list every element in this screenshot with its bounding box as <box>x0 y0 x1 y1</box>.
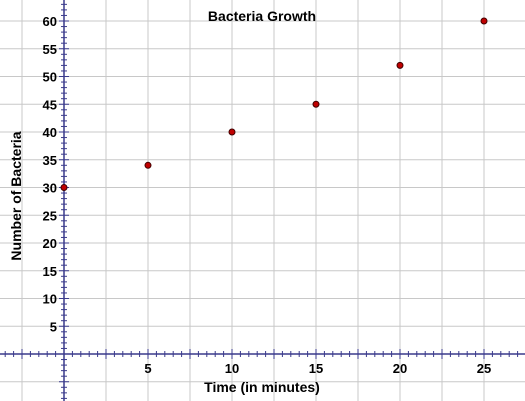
x-tick-label: 25 <box>477 361 491 376</box>
x-tick-label: 5 <box>144 361 151 376</box>
y-tick-label: 25 <box>43 208 57 223</box>
y-axis-label: Number of Bacteria <box>8 131 24 260</box>
y-tick-label: 5 <box>50 319 57 334</box>
y-tick-label: 15 <box>43 264 57 279</box>
data-point <box>144 161 152 169</box>
x-tick-label: 10 <box>225 361 239 376</box>
axis-ticks <box>4 3 519 399</box>
y-tick-label: 60 <box>43 14 57 29</box>
y-tick-label: 50 <box>43 70 57 85</box>
chart-title: Bacteria Growth <box>208 8 316 24</box>
x-tick-label: 20 <box>393 361 407 376</box>
y-tick-label: 20 <box>43 236 57 251</box>
y-tick-label: 55 <box>43 42 57 57</box>
x-tick-label: 15 <box>309 361 323 376</box>
y-tick-label: 40 <box>43 125 57 140</box>
data-point <box>396 61 404 69</box>
y-tick-label: 10 <box>43 292 57 307</box>
x-axis-label: Time (in minutes) <box>204 379 320 395</box>
data-point <box>228 128 236 136</box>
y-tick-label: 30 <box>43 181 57 196</box>
tick-labels: 5 10 15 20 25 5 10 15 20 25 30 35 40 45 50 55 60 <box>43 14 492 376</box>
data-points <box>60 17 488 191</box>
y-tick-label: 35 <box>43 153 57 168</box>
data-point <box>312 100 320 108</box>
data-point <box>480 17 488 25</box>
y-tick-label: 45 <box>43 97 57 112</box>
data-point <box>60 184 68 191</box>
